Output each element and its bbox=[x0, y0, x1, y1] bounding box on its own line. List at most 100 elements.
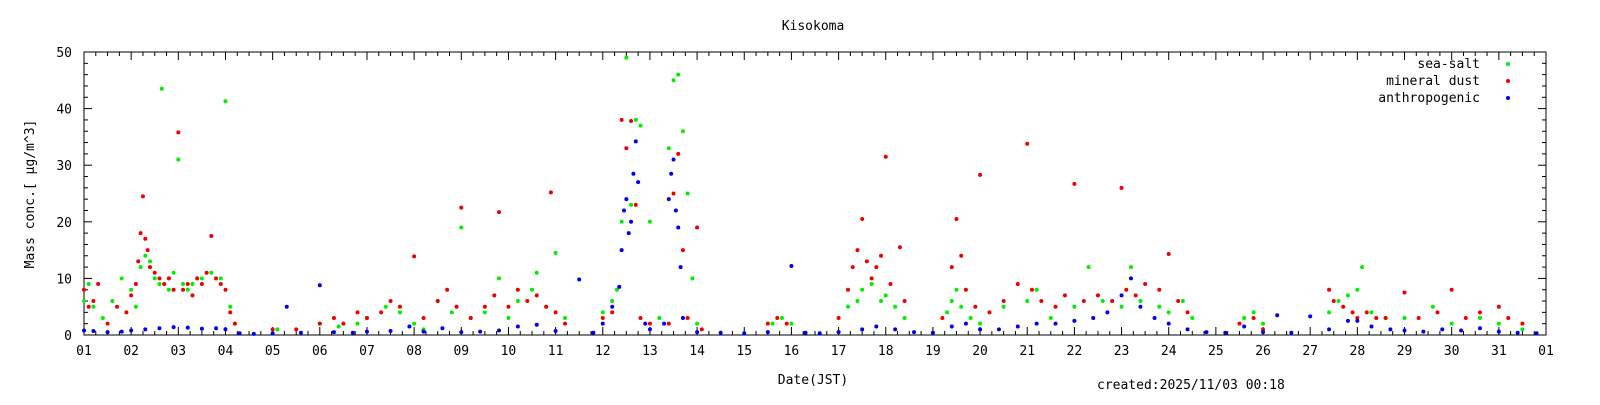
data-point bbox=[96, 282, 101, 287]
x-tick-label: 29 bbox=[1397, 344, 1413, 359]
data-point bbox=[1308, 314, 1313, 319]
x-tick-label: 02 bbox=[123, 344, 139, 359]
x-tick-label: 01 bbox=[1538, 344, 1554, 359]
legend-label: sea-salt bbox=[1417, 57, 1480, 72]
data-point bbox=[817, 331, 822, 336]
data-point bbox=[209, 270, 214, 275]
data-point bbox=[171, 270, 176, 275]
data-point bbox=[647, 321, 652, 326]
data-point bbox=[331, 316, 336, 321]
x-tick-label: 12 bbox=[595, 344, 611, 359]
data-point bbox=[176, 130, 181, 135]
data-point bbox=[624, 197, 629, 202]
data-point bbox=[1331, 299, 1336, 304]
data-point bbox=[195, 276, 200, 281]
data-point bbox=[633, 202, 638, 207]
data-point bbox=[860, 287, 865, 292]
data-point bbox=[143, 327, 148, 332]
data-point bbox=[855, 299, 860, 304]
data-point bbox=[171, 287, 176, 292]
data-point bbox=[185, 325, 190, 330]
data-point bbox=[1110, 299, 1115, 304]
data-point bbox=[294, 327, 299, 332]
data-point bbox=[1463, 316, 1468, 321]
data-point bbox=[803, 330, 808, 335]
data-point bbox=[497, 210, 502, 215]
data-point bbox=[145, 248, 150, 253]
series-mineral-dust bbox=[82, 117, 1525, 332]
x-tick-label: 14 bbox=[689, 344, 705, 359]
data-point bbox=[86, 304, 91, 309]
data-point bbox=[534, 322, 539, 327]
data-point bbox=[770, 321, 775, 326]
data-point bbox=[185, 282, 190, 287]
x-tick-label: 23 bbox=[1114, 344, 1130, 359]
data-point bbox=[973, 304, 978, 309]
data-point bbox=[869, 276, 874, 281]
data-point bbox=[621, 208, 626, 213]
data-point bbox=[685, 191, 690, 196]
data-point bbox=[1119, 293, 1124, 298]
data-point bbox=[633, 139, 638, 144]
data-point bbox=[1100, 299, 1105, 304]
data-point bbox=[133, 282, 138, 287]
data-point bbox=[1275, 313, 1280, 318]
x-tick-label: 11 bbox=[548, 344, 564, 359]
data-point bbox=[662, 321, 667, 326]
data-point bbox=[1402, 328, 1407, 333]
data-point bbox=[1025, 141, 1030, 146]
data-point bbox=[671, 78, 676, 83]
data-point bbox=[478, 329, 483, 334]
data-point bbox=[629, 202, 634, 207]
data-point bbox=[1072, 181, 1077, 186]
data-point bbox=[435, 299, 440, 304]
data-point bbox=[129, 328, 134, 333]
data-point bbox=[1369, 324, 1374, 329]
data-point bbox=[1138, 299, 1143, 304]
data-point bbox=[199, 276, 204, 281]
data-point bbox=[459, 225, 464, 230]
data-point bbox=[506, 304, 511, 309]
data-point bbox=[181, 287, 186, 292]
data-point bbox=[775, 316, 780, 321]
data-point bbox=[676, 225, 681, 230]
data-point bbox=[996, 327, 1001, 332]
data-point bbox=[893, 304, 898, 309]
x-tick-label: 30 bbox=[1444, 344, 1460, 359]
data-point bbox=[600, 321, 605, 326]
data-point bbox=[190, 293, 195, 298]
data-point bbox=[669, 171, 674, 176]
x-tick-label: 20 bbox=[972, 344, 988, 359]
data-point bbox=[1166, 252, 1171, 257]
data-point bbox=[148, 259, 153, 264]
data-point bbox=[397, 310, 402, 315]
data-point bbox=[185, 287, 190, 292]
data-point bbox=[1237, 321, 1242, 326]
data-point bbox=[515, 324, 520, 329]
data-point bbox=[379, 310, 384, 315]
data-point bbox=[421, 329, 426, 334]
data-point bbox=[1152, 316, 1157, 321]
data-point bbox=[1053, 304, 1058, 309]
data-point bbox=[619, 248, 624, 253]
data-point bbox=[864, 259, 869, 264]
data-point bbox=[1091, 316, 1096, 321]
data-point bbox=[1001, 304, 1006, 309]
data-point bbox=[718, 330, 723, 335]
x-tick-label: 04 bbox=[218, 344, 234, 359]
data-point bbox=[218, 282, 223, 287]
data-point bbox=[1062, 293, 1067, 298]
data-point bbox=[577, 277, 582, 282]
data-point bbox=[1421, 329, 1426, 334]
data-point bbox=[1327, 327, 1332, 332]
data-point bbox=[638, 123, 643, 128]
data-point bbox=[879, 299, 884, 304]
data-point bbox=[1119, 304, 1124, 309]
data-point bbox=[765, 321, 770, 326]
x-tick-label: 01 bbox=[76, 344, 92, 359]
data-point bbox=[1402, 316, 1407, 321]
data-point bbox=[1520, 327, 1525, 332]
x-tick-label: 06 bbox=[312, 344, 328, 359]
x-tick-label: 28 bbox=[1350, 344, 1366, 359]
data-point bbox=[86, 282, 91, 287]
